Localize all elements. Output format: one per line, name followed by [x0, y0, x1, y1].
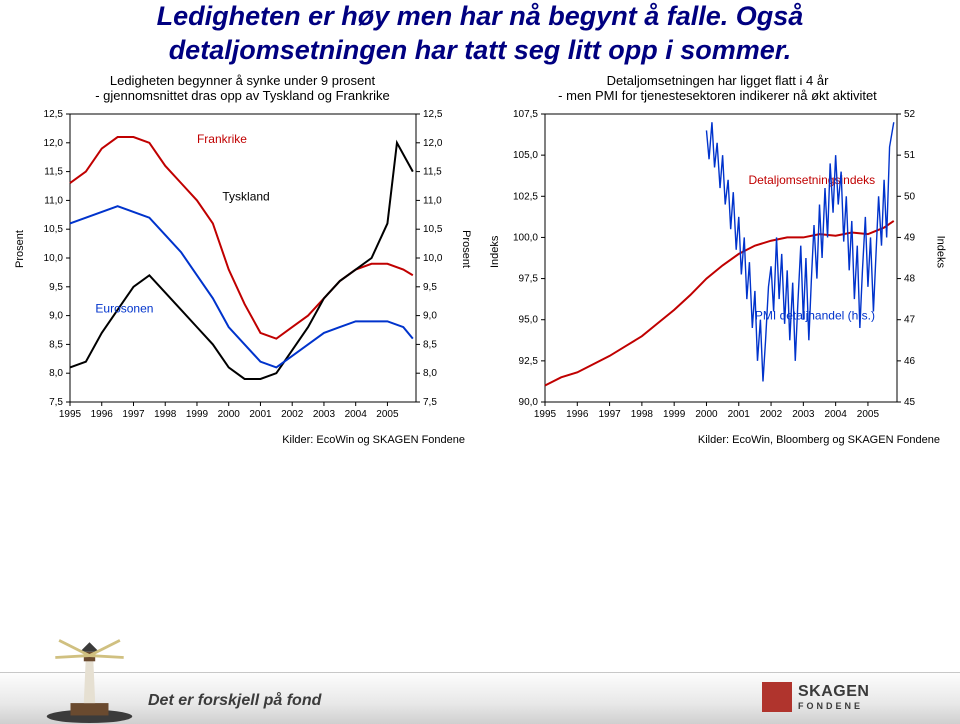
svg-text:107,5: 107,5 [512, 109, 537, 120]
svg-text:8,0: 8,0 [423, 368, 437, 379]
svg-text:47: 47 [904, 314, 916, 325]
right-chart-svg: 90,0 92,5 95,0 97,5 100,0 102,5 105,0 107,5 45 46… [503, 108, 933, 428]
svg-text:1997: 1997 [122, 409, 145, 420]
svg-text:10,0: 10,0 [423, 253, 443, 264]
svg-text:2003: 2003 [312, 409, 335, 420]
left-chart-title: Ledigheten begynner å synke under 9 pros… [95, 73, 390, 104]
svg-text:2005: 2005 [376, 409, 399, 420]
right-chart-block: Detaljomsetningen har ligget flatt i 4 å… [485, 73, 950, 446]
title-line-1: Ledigheten er høy men har nå begynt å fa… [0, 0, 960, 34]
series-label: Detaljomsetningsindeks [748, 173, 875, 187]
left-source: Kilder: EcoWin og SKAGEN Fondene [10, 434, 475, 446]
series-label: PMI detaljhandel (h.s.) [754, 308, 874, 322]
svg-text:1998: 1998 [630, 409, 653, 420]
svg-text:10,0: 10,0 [43, 253, 63, 264]
svg-text:92,5: 92,5 [518, 356, 538, 367]
brand-square-icon [762, 682, 792, 712]
svg-text:10,5: 10,5 [423, 224, 443, 235]
footer: Det er forskjell på fond SKAGEN FONDENE [0, 624, 960, 724]
svg-text:11,0: 11,0 [44, 195, 63, 206]
svg-text:2003: 2003 [792, 409, 815, 420]
svg-text:2001: 2001 [249, 409, 272, 420]
svg-text:10,5: 10,5 [43, 224, 63, 235]
svg-text:8,5: 8,5 [423, 339, 437, 350]
svg-text:1998: 1998 [154, 409, 177, 420]
svg-text:1999: 1999 [663, 409, 686, 420]
svg-text:100,0: 100,0 [512, 232, 537, 243]
svg-text:2004: 2004 [344, 409, 367, 420]
series-label: Frankrike [196, 131, 246, 145]
svg-text:2001: 2001 [727, 409, 750, 420]
brand-logo: SKAGEN FONDENE [762, 678, 942, 716]
svg-text:11,0: 11,0 [423, 195, 442, 206]
svg-text:11,5: 11,5 [44, 166, 63, 177]
svg-text:49: 49 [904, 232, 916, 243]
series-label: Eurosonen [95, 301, 153, 315]
svg-text:12,5: 12,5 [43, 109, 63, 120]
svg-text:102,5: 102,5 [512, 191, 537, 202]
brand-name: SKAGEN [798, 683, 869, 701]
svg-text:11,5: 11,5 [423, 166, 442, 177]
right-chart-title: Detaljomsetningen har ligget flatt i 4 å… [558, 73, 877, 104]
svg-text:9,5: 9,5 [49, 281, 63, 292]
page-title: Ledigheten er høy men har nå begynt å fa… [0, 0, 960, 68]
svg-text:2005: 2005 [856, 409, 879, 420]
svg-text:90,0: 90,0 [518, 397, 538, 408]
svg-text:9,0: 9,0 [49, 310, 63, 321]
svg-text:48: 48 [904, 273, 916, 284]
svg-text:1995: 1995 [58, 409, 81, 420]
svg-text:12,0: 12,0 [43, 137, 63, 148]
svg-text:51: 51 [904, 150, 916, 161]
svg-text:2000: 2000 [695, 409, 718, 420]
right-source: Kilder: EcoWin, Bloomberg og SKAGEN Fond… [485, 434, 950, 446]
svg-text:2002: 2002 [281, 409, 304, 420]
left-chart-area: Prosent Prosent 7,57,58,08,08,58,59,09,0… [28, 108, 458, 428]
svg-text:105,0: 105,0 [512, 150, 537, 161]
svg-text:7,5: 7,5 [423, 397, 437, 408]
svg-text:9,5: 9,5 [423, 281, 437, 292]
left-chart-svg: 7,5 7,5 8,0 8,0 8,5 8,5 9,0 9,0 9,5 9,5 10,0 10,0 10… [28, 108, 458, 428]
svg-text:46: 46 [904, 356, 916, 367]
left-chart-block: Ledigheten begynner å synke under 9 pros… [10, 73, 475, 446]
svg-text:1997: 1997 [598, 409, 621, 420]
svg-text:95,0: 95,0 [518, 314, 538, 325]
svg-text:52: 52 [904, 109, 916, 120]
svg-text:12,5: 12,5 [423, 109, 443, 120]
right-ylabel-left: Indeks [489, 235, 501, 267]
charts-row: Ledigheten begynner å synke under 9 pros… [0, 68, 960, 451]
svg-text:97,5: 97,5 [518, 273, 538, 284]
svg-text:12,0: 12,0 [423, 137, 443, 148]
svg-text:7,5: 7,5 [49, 397, 63, 408]
svg-text:1996: 1996 [566, 409, 589, 420]
svg-text:8,5: 8,5 [49, 339, 63, 350]
right-ylabel-right: Indeks [935, 235, 947, 267]
svg-text:2000: 2000 [217, 409, 240, 420]
svg-text:45: 45 [904, 397, 916, 408]
svg-text:8,0: 8,0 [49, 368, 63, 379]
lighthouse-icon [42, 629, 137, 724]
title-line-2: detaljomsetningen har tatt seg litt opp … [0, 34, 960, 68]
left-ylabel-right: Prosent [460, 230, 472, 268]
footer-tagline: Det er forskjell på fond [148, 692, 321, 710]
svg-text:9,0: 9,0 [423, 310, 437, 321]
svg-text:1996: 1996 [90, 409, 113, 420]
svg-text:1995: 1995 [533, 409, 556, 420]
brand-sub: FONDENE [798, 701, 869, 711]
svg-text:1999: 1999 [185, 409, 208, 420]
right-chart-area: Indeks Indeks 90,092,595,097,5100,0102,5… [503, 108, 933, 428]
svg-text:50: 50 [904, 191, 916, 202]
svg-text:2004: 2004 [824, 409, 847, 420]
left-ylabel-left: Prosent [14, 230, 26, 268]
svg-text:2002: 2002 [759, 409, 782, 420]
series-label: Tyskland [222, 189, 269, 203]
